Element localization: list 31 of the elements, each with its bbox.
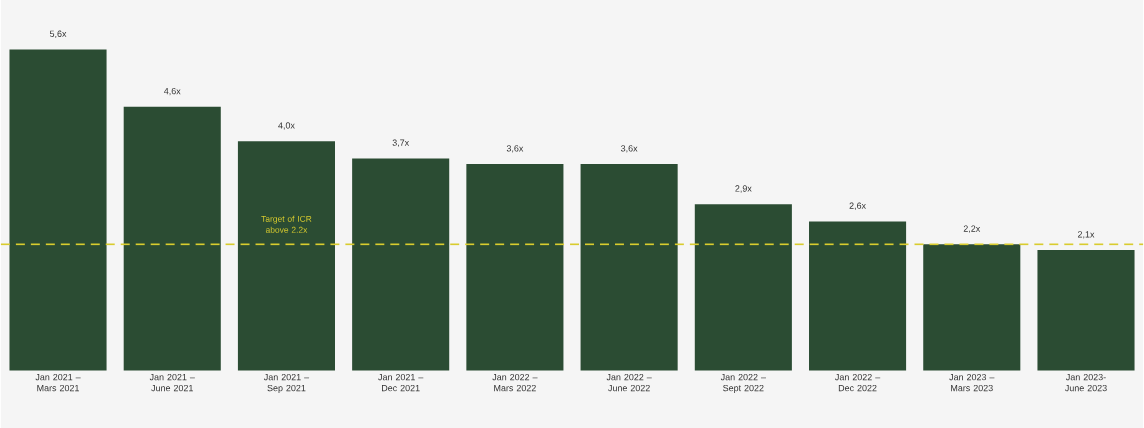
data-label: 2,1x <box>1077 231 1095 239</box>
data-label: 3,7x <box>392 139 410 147</box>
data-label: 2,2x <box>963 225 981 233</box>
x-tick-label: Jan 2021 – June 2021 <box>149 373 195 392</box>
x-tick-label: Jan 2021 – Sep 2021 <box>263 373 310 393</box>
x-tick-label: Jan 2022 – Sept 2022 <box>720 373 766 393</box>
bar <box>9 49 107 371</box>
data-label: 4,6x <box>163 87 181 96</box>
ref-line-label: Target of ICR above 2.2x <box>261 215 312 233</box>
bar <box>809 221 907 371</box>
bar <box>1037 249 1135 371</box>
x-tick-label: Jan 2021 – Dec 2021 <box>378 373 424 392</box>
x-tick-label: Jan 2021 – Mars 2021 <box>35 373 81 392</box>
bar <box>923 244 1021 371</box>
bar <box>694 204 792 371</box>
bar <box>123 106 221 371</box>
bar <box>580 163 678 371</box>
x-tick-label: Jan 2023 – Mars 2023 <box>949 373 995 392</box>
data-label: 5,6x <box>49 30 67 38</box>
x-tick-label: Jan 2022 – Mars 2022 <box>492 373 538 392</box>
x-tick-label: Jan 2022 – Dec 2022 <box>835 373 881 392</box>
bar <box>352 158 450 371</box>
data-label: 3,6x <box>506 145 524 153</box>
data-label: 2,6x <box>849 202 866 210</box>
bar <box>237 141 335 371</box>
data-label: 3,6x <box>621 145 638 153</box>
bar <box>466 163 564 371</box>
data-label: 2,9x <box>735 185 752 193</box>
x-tick-label: Jan 2023- June 2023 <box>1064 373 1107 392</box>
x-tick-label: Jan 2022 – June 2022 <box>606 373 652 392</box>
data-label: 4,0x <box>278 122 295 130</box>
